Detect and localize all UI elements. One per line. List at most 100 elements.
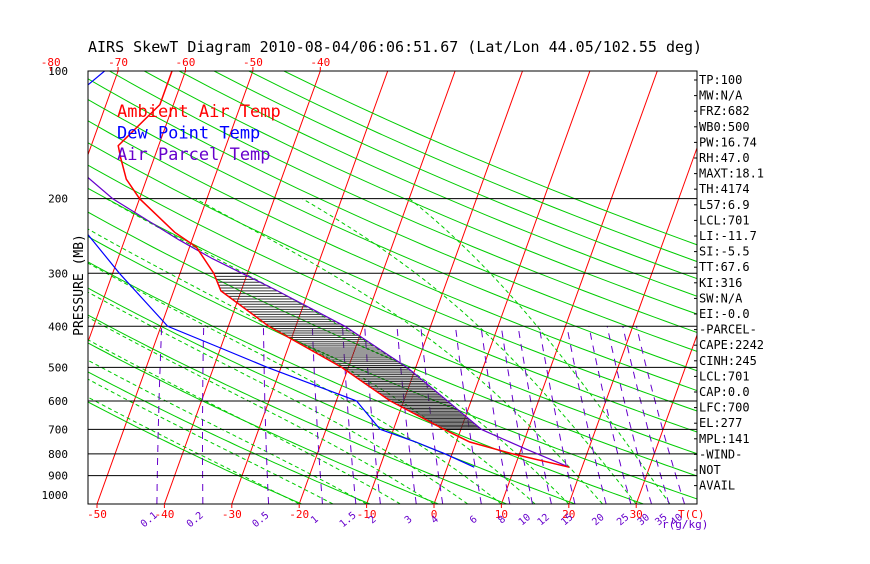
mixing-ratio-line xyxy=(311,326,323,504)
stability-index-item: LFC:700 xyxy=(699,401,750,415)
dry-adiabat-line xyxy=(88,187,697,455)
dry-adiabat-line xyxy=(88,261,644,504)
bottom-temp-tick-label: 30 xyxy=(630,508,643,521)
dry-adiabat-line xyxy=(88,78,697,352)
air-parcel-tempprofile-line xyxy=(88,176,570,468)
mixing-ratio-line xyxy=(480,326,511,504)
dry-adiabat-line xyxy=(88,164,697,433)
top-temp-tick-label: -40 xyxy=(310,56,330,69)
stability-index-item: LCL:701 xyxy=(699,213,750,227)
dew-point-tempprofile-line xyxy=(88,71,475,468)
stability-index-item: PW:16.74 xyxy=(699,135,757,149)
dry-adiabat-line xyxy=(88,342,439,504)
stability-index-item: TP:100 xyxy=(699,73,742,87)
mixing-ratio-line xyxy=(156,326,163,504)
mixing-ratio-line xyxy=(636,326,685,504)
mixing-ratio-label: 8 xyxy=(496,514,508,526)
mixing-ratio-label: 1 xyxy=(309,514,321,526)
isotherm-line xyxy=(635,333,697,504)
stability-index-item: -WIND- xyxy=(699,447,742,461)
mixing-ratio-line xyxy=(538,326,576,504)
isotherm-line xyxy=(568,146,697,504)
bottom-temp-tick-label: -50 xyxy=(87,508,107,521)
stability-index-item: TT:67.6 xyxy=(699,260,750,274)
moist-adiabat-line xyxy=(88,378,334,504)
top-temp-tick-label: -60 xyxy=(176,56,196,69)
dry-adiabat-line xyxy=(88,211,697,477)
pressure-tick-label: 900 xyxy=(48,470,68,483)
mixing-ratio-label: 0.5 xyxy=(251,510,272,530)
mixing-ratio-line xyxy=(606,326,652,504)
mixing-ratio-line xyxy=(202,326,205,504)
moist-adiabat-line xyxy=(105,198,570,504)
pressure-tick-label: 200 xyxy=(48,193,68,206)
stability-index-item: CAP:0.0 xyxy=(699,385,750,399)
bottom-temp-tick-label: -20 xyxy=(289,508,309,521)
dry-adiabat-line xyxy=(109,71,697,334)
stability-index-item: AVAIL xyxy=(699,479,735,493)
dry-adiabat-line xyxy=(178,71,697,297)
mixing-ratio-line xyxy=(588,326,632,504)
dry-adiabat-line xyxy=(88,142,697,412)
mixing-ratio-line xyxy=(517,326,552,504)
dry-adiabat-line xyxy=(88,236,697,500)
dry-adiabat-line xyxy=(88,314,507,504)
isotherm-line xyxy=(500,71,658,504)
stability-index-item: MPL:141 xyxy=(699,432,750,446)
chart-title: AIRS SkewT Diagram 2010-08-04/06:06:51.6… xyxy=(88,38,702,56)
stability-index-item: L57:6.9 xyxy=(699,198,750,212)
stability-index-item: TH:4174 xyxy=(699,182,750,196)
dry-adiabat-line xyxy=(213,71,697,280)
top-temp-tick-label: -50 xyxy=(243,56,263,69)
pressure-tick-label: 300 xyxy=(48,267,68,280)
pressure-tick-label: 1000 xyxy=(42,489,69,502)
stability-index-item: KI:316 xyxy=(699,276,742,290)
dry-adiabat-line xyxy=(88,287,576,504)
dry-adiabat-line xyxy=(88,371,371,504)
mixing-ratio-label: 1.5 xyxy=(338,510,359,530)
mixing-ratio-line xyxy=(364,326,381,504)
dry-adiabat-line xyxy=(88,120,697,392)
isotherm-line xyxy=(0,71,51,504)
pressure-tick-label: 500 xyxy=(48,361,68,374)
mixing-ratio-line xyxy=(566,326,607,504)
isotherm-line xyxy=(366,71,523,504)
bottom-temp-tick-label: 0 xyxy=(431,508,438,521)
stability-index-item: NOT xyxy=(699,463,721,477)
dry-adiabat-line xyxy=(283,71,697,246)
stability-index-item: MAXT:18.1 xyxy=(699,167,764,181)
isotherm-line xyxy=(298,71,456,504)
moist-adiabat-line xyxy=(88,396,300,504)
dry-adiabat-line xyxy=(88,401,302,504)
mixing-ratio-label: 10 xyxy=(517,512,533,528)
mixing-ratio-line xyxy=(622,326,670,504)
mixing-ratio-label: 4 xyxy=(429,514,441,526)
bottom-temp-tick-label: -30 xyxy=(222,508,242,521)
stability-index-item: LCL:701 xyxy=(699,369,750,383)
stability-index-item: LI:-11.7 xyxy=(699,229,757,243)
isotherm-line xyxy=(96,71,254,504)
bottom-temp-tick-label: -10 xyxy=(357,508,377,521)
moist-adiabat-line xyxy=(409,198,671,504)
bottom-temp-tick-label: 20 xyxy=(562,508,575,521)
mixing-ratio-label: 3 xyxy=(403,514,415,526)
moist-adiabat-line xyxy=(302,198,637,504)
mixing-ratio-label: 6 xyxy=(468,514,480,526)
pressure-tick-label: 800 xyxy=(48,448,68,461)
dry-adiabat-line xyxy=(88,98,697,372)
mixing-ratio-label: 2 xyxy=(367,514,379,526)
isotherm-line xyxy=(163,71,321,504)
mixing-ratio-line xyxy=(263,326,270,504)
bottom-temp-unit-label: T(C) xyxy=(678,508,705,521)
mixing-ratio-unit-label: r(g/kg) xyxy=(662,518,708,531)
mixing-ratio-label: 12 xyxy=(536,512,552,528)
dry-adiabat-line xyxy=(248,71,697,263)
stability-index-item: CINH:245 xyxy=(699,354,757,368)
moist-adiabat-line xyxy=(88,316,435,504)
ambient-air-tempprofile-line xyxy=(117,71,570,468)
mixing-ratio-line xyxy=(500,326,533,504)
